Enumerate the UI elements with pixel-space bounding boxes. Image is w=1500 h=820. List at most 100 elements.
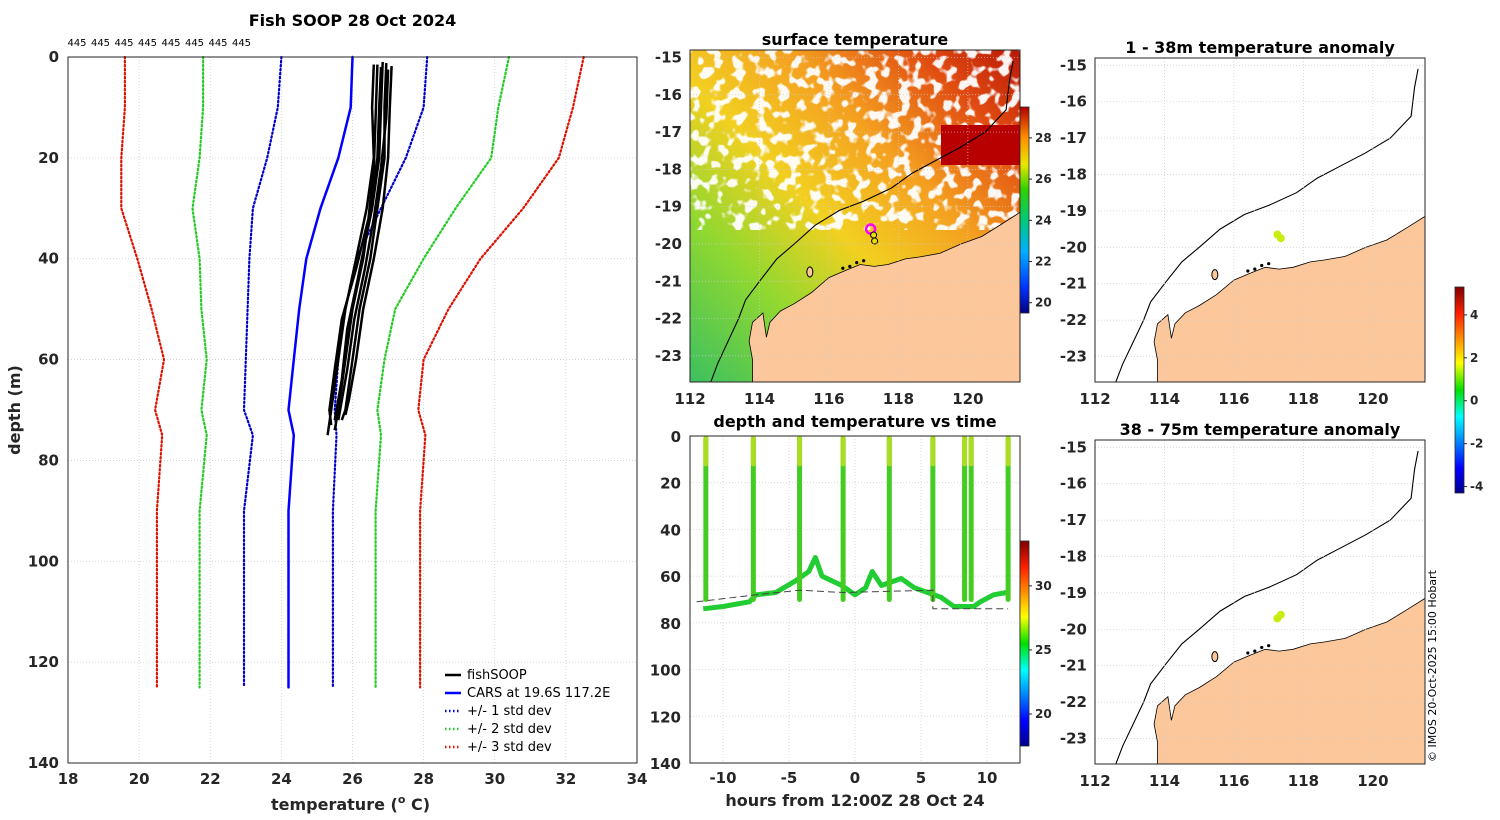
cast-id-label: 445 bbox=[67, 38, 86, 49]
sst-title: surface temperature bbox=[762, 30, 949, 49]
profile-xtick-label: 18 bbox=[58, 770, 79, 788]
profile-xtick-label: 22 bbox=[200, 770, 221, 788]
profile-ytick-label: 20 bbox=[38, 149, 59, 167]
timeseries-title: depth and temperature vs time bbox=[713, 412, 996, 431]
anom2-ytick-label: -18 bbox=[1060, 547, 1087, 565]
timeseries-ytick-label: 80 bbox=[660, 615, 681, 633]
profile-xtick-label: 26 bbox=[342, 770, 363, 788]
sst-ytick-label: -19 bbox=[655, 198, 682, 216]
timeseries-colorbar-label: 30 bbox=[1035, 579, 1052, 593]
sst-xtick-label: 116 bbox=[813, 390, 844, 408]
timeseries-xlabel: hours from 12:00Z 28 Oct 24 bbox=[725, 791, 984, 810]
barrow-island bbox=[1211, 651, 1219, 663]
anom2-ytick-label: -15 bbox=[1060, 438, 1087, 456]
profile-ytick-label: 80 bbox=[38, 451, 59, 469]
sst-panel: 112 114 116 118 120 -15 -16 -17 -18 -19 -20 -21 -22 -… bbox=[655, 30, 1052, 408]
anom2-ytick-label: -20 bbox=[1060, 620, 1087, 638]
bottom-track-line bbox=[702, 555, 1008, 612]
std-dev-2-line bbox=[191, 55, 208, 689]
anomaly-colorbar-label: 2 bbox=[1470, 351, 1478, 365]
sst-ytick-label: -23 bbox=[655, 347, 682, 365]
legend-label: +/- 2 std dev bbox=[467, 722, 552, 737]
fishsoop-cast-line bbox=[333, 61, 384, 421]
anomaly-colorbar-label: -4 bbox=[1470, 480, 1483, 494]
dampier-islet bbox=[1253, 649, 1257, 653]
sst-colorbar-label: 20 bbox=[1035, 296, 1052, 310]
profile-xlabel-main: temperature ( bbox=[271, 795, 398, 814]
cast-location-marker bbox=[870, 231, 878, 239]
anom2-ytick-label: -16 bbox=[1060, 475, 1087, 493]
anomaly-colorbar-group: 4 2 0 -2 -4 bbox=[1454, 286, 1483, 494]
anom1-anomaly-point bbox=[1276, 234, 1285, 243]
timeseries-ytick-label: 0 bbox=[671, 428, 681, 446]
timeseries-colorbar-label: 20 bbox=[1035, 707, 1052, 721]
cast-id-label: 445 bbox=[185, 38, 204, 49]
seabed-depth-dashed bbox=[696, 589, 1009, 610]
australia-land bbox=[1153, 215, 1426, 383]
anomaly-colorbar-label: 4 bbox=[1470, 308, 1478, 322]
legend-label: +/- 1 std dev bbox=[467, 704, 552, 719]
dampier-islet bbox=[841, 266, 845, 270]
timeseries-colorbar-label: 25 bbox=[1035, 643, 1052, 657]
profile-ytick-label: 40 bbox=[38, 250, 59, 268]
profile-xtick-label: 30 bbox=[484, 770, 505, 788]
timeseries-xtick-label: 5 bbox=[916, 769, 926, 787]
anom2-xtick-label: 114 bbox=[1149, 772, 1180, 790]
cast-location-marker bbox=[871, 237, 879, 245]
anom2-xtick-label: 116 bbox=[1218, 772, 1249, 790]
anomaly-colorbar bbox=[1454, 286, 1465, 494]
timeseries-colorbar bbox=[1019, 540, 1030, 747]
anom1-xtick-label: 118 bbox=[1288, 390, 1319, 408]
fishsoop-cast-line bbox=[337, 69, 390, 421]
profile-panel: 18 20 22 24 26 28 30 32 34 0 20 40 60 80 100 120 140 Fish… bbox=[5, 11, 647, 814]
profile-xtick-label: 32 bbox=[555, 770, 576, 788]
anom2-title: 38 - 75m temperature anomaly bbox=[1120, 420, 1401, 439]
profile-ytick-label: 140 bbox=[28, 754, 59, 772]
anom1-ytick-label: -23 bbox=[1060, 348, 1087, 366]
anom2-ytick-label: -21 bbox=[1060, 657, 1087, 675]
barrow-island bbox=[1211, 269, 1219, 281]
fishsoop-cast-line bbox=[328, 64, 379, 426]
profile-title: Fish SOOP 28 Oct 2024 bbox=[249, 11, 457, 30]
anom1-xtick-label: 112 bbox=[1079, 390, 1110, 408]
anom2-xtick-label: 120 bbox=[1357, 772, 1388, 790]
anom1-ytick-label: -19 bbox=[1060, 202, 1087, 220]
cast-id-label: 445 bbox=[161, 38, 180, 49]
timeseries-ytick-label: 20 bbox=[660, 475, 681, 493]
sst-xtick-label: 120 bbox=[952, 390, 983, 408]
cast-id-label: 445 bbox=[91, 38, 110, 49]
sst-colorbar-label: 22 bbox=[1035, 255, 1052, 269]
sst-xtick-label: 114 bbox=[744, 390, 775, 408]
profile-ytick-label: 100 bbox=[28, 552, 59, 570]
dampier-islet bbox=[855, 261, 859, 265]
barrow-island bbox=[806, 266, 814, 278]
anom2-anomaly-point bbox=[1276, 610, 1285, 619]
dampier-islet bbox=[862, 259, 866, 263]
timeseries-xtick-label: 0 bbox=[850, 769, 860, 787]
profile-ytick-label: 0 bbox=[49, 48, 59, 66]
anom1-xtick-label: 116 bbox=[1218, 390, 1249, 408]
anom1-ytick-label: -15 bbox=[1060, 56, 1087, 74]
profile-xtick-label: 24 bbox=[271, 770, 292, 788]
dampier-islet bbox=[1267, 644, 1271, 648]
sst-ytick-label: -21 bbox=[655, 272, 682, 290]
timeseries-ytick-label: 40 bbox=[660, 521, 681, 539]
sst-ytick-label: -20 bbox=[655, 235, 682, 253]
std-dev-3-line bbox=[417, 55, 585, 689]
profile-ytick-label: 120 bbox=[28, 653, 59, 671]
profile-xtick-label: 20 bbox=[129, 770, 150, 788]
sst-ytick-label: -22 bbox=[655, 310, 682, 328]
anom1-ytick-label: -16 bbox=[1060, 93, 1087, 111]
dampier-islet bbox=[848, 264, 852, 268]
timeseries-xtick-label: -5 bbox=[781, 769, 798, 787]
anom1-ytick-label: -22 bbox=[1060, 311, 1087, 329]
cast-id-label: 445 bbox=[114, 38, 133, 49]
timeseries-ytick-label: 60 bbox=[660, 568, 681, 586]
timeseries-ytick-label: 120 bbox=[650, 708, 681, 726]
anom1-ytick-label: -20 bbox=[1060, 238, 1087, 256]
sst-ytick-label: -16 bbox=[655, 86, 682, 104]
sst-colorbar bbox=[1019, 106, 1030, 314]
sst-ytick-label: -18 bbox=[655, 160, 682, 178]
profile-xtick-label: 34 bbox=[627, 770, 648, 788]
